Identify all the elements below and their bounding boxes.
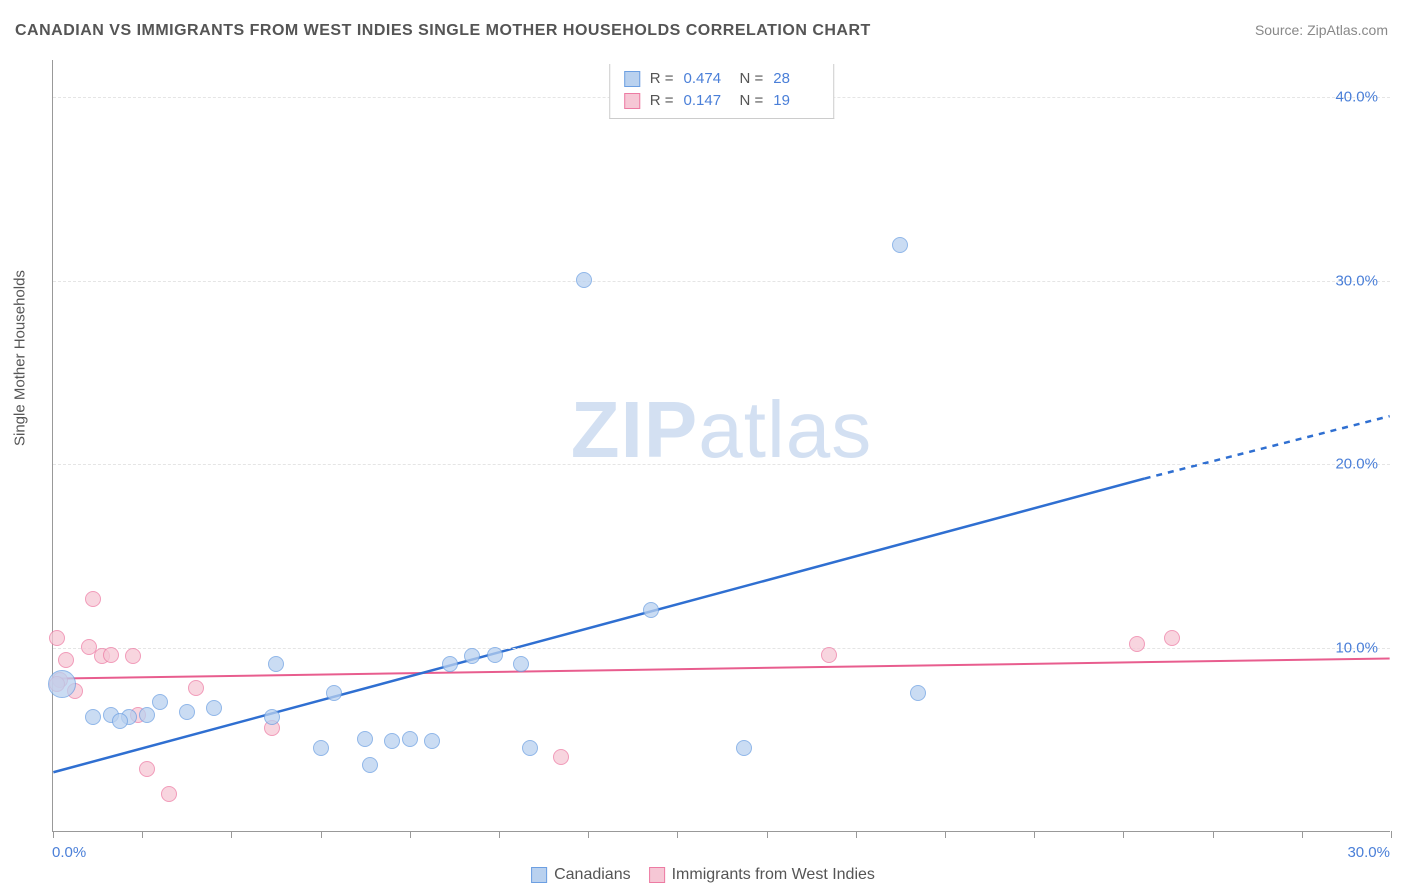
x-tick bbox=[231, 831, 232, 838]
legend-item-immigrants: Immigrants from West Indies bbox=[649, 866, 875, 884]
data-point-canadians bbox=[264, 709, 280, 725]
x-tick bbox=[499, 831, 500, 838]
plot-area: ZIPatlas R = 0.474 N = 28 R = 0.147 N = … bbox=[52, 60, 1390, 832]
data-point-canadians bbox=[643, 602, 659, 618]
x-tick bbox=[410, 831, 411, 838]
x-tick bbox=[1123, 831, 1124, 838]
data-point-immigrants bbox=[58, 652, 74, 668]
x-tick bbox=[1391, 831, 1392, 838]
data-point-canadians bbox=[464, 648, 480, 664]
swatch-canadians-icon bbox=[531, 867, 547, 883]
legend-correlation: R = 0.474 N = 28 R = 0.147 N = 19 bbox=[609, 64, 835, 119]
data-point-canadians bbox=[85, 709, 101, 725]
data-point-immigrants bbox=[125, 648, 141, 664]
n-label: N = bbox=[740, 90, 764, 112]
legend-row-canadians: R = 0.474 N = 28 bbox=[624, 68, 820, 90]
data-point-immigrants bbox=[1164, 630, 1180, 646]
data-point-immigrants bbox=[161, 786, 177, 802]
swatch-canadians-icon bbox=[624, 71, 640, 87]
data-point-canadians bbox=[513, 656, 529, 672]
data-point-canadians bbox=[362, 757, 378, 773]
x-tick bbox=[945, 831, 946, 838]
x-tick bbox=[321, 831, 322, 838]
r-label: R = bbox=[650, 90, 674, 112]
x-tick bbox=[1213, 831, 1214, 838]
data-point-canadians bbox=[313, 740, 329, 756]
data-point-canadians bbox=[487, 647, 503, 663]
trend-line bbox=[53, 479, 1144, 773]
data-point-canadians bbox=[910, 685, 926, 701]
swatch-immigrants-icon bbox=[624, 93, 640, 109]
data-point-canadians bbox=[442, 656, 458, 672]
data-point-immigrants bbox=[1129, 636, 1145, 652]
data-point-immigrants bbox=[821, 647, 837, 663]
data-point-canadians bbox=[206, 700, 222, 716]
data-point-immigrants bbox=[85, 591, 101, 607]
x-tick bbox=[677, 831, 678, 838]
chart-title: CANADIAN VS IMMIGRANTS FROM WEST INDIES … bbox=[15, 22, 871, 40]
trend-lines bbox=[53, 60, 1390, 831]
data-point-canadians bbox=[139, 707, 155, 723]
data-point-canadians bbox=[892, 237, 908, 253]
x-tick bbox=[856, 831, 857, 838]
n-value-canadians: 28 bbox=[773, 68, 819, 90]
legend-row-immigrants: R = 0.147 N = 19 bbox=[624, 90, 820, 112]
legend-label-immigrants: Immigrants from West Indies bbox=[672, 866, 875, 884]
y-tick-label: 30.0% bbox=[1335, 272, 1378, 289]
data-point-canadians bbox=[522, 740, 538, 756]
trend-line bbox=[53, 658, 1389, 678]
data-point-canadians bbox=[179, 704, 195, 720]
data-point-canadians bbox=[424, 733, 440, 749]
data-point-canadians bbox=[736, 740, 752, 756]
r-label: R = bbox=[650, 68, 674, 90]
data-point-canadians bbox=[326, 685, 342, 701]
data-point-canadians bbox=[357, 731, 373, 747]
data-point-canadians bbox=[152, 694, 168, 710]
legend-label-canadians: Canadians bbox=[554, 866, 631, 884]
x-tick bbox=[1302, 831, 1303, 838]
x-tick bbox=[1034, 831, 1035, 838]
n-label: N = bbox=[740, 68, 764, 90]
x-tick bbox=[588, 831, 589, 838]
x-tick bbox=[53, 831, 54, 838]
n-value-immigrants: 19 bbox=[773, 90, 819, 112]
data-point-canadians bbox=[48, 670, 76, 698]
data-point-canadians bbox=[384, 733, 400, 749]
r-value-canadians: 0.474 bbox=[684, 68, 730, 90]
legend-item-canadians: Canadians bbox=[531, 866, 631, 884]
gridline bbox=[53, 281, 1390, 282]
data-point-immigrants bbox=[103, 647, 119, 663]
x-tick bbox=[767, 831, 768, 838]
data-point-immigrants bbox=[553, 749, 569, 765]
data-point-canadians bbox=[402, 731, 418, 747]
data-point-immigrants bbox=[49, 630, 65, 646]
x-tick-label: 30.0% bbox=[1347, 844, 1390, 861]
data-point-immigrants bbox=[139, 761, 155, 777]
r-value-immigrants: 0.147 bbox=[684, 90, 730, 112]
data-point-immigrants bbox=[188, 680, 204, 696]
gridline bbox=[53, 464, 1390, 465]
data-point-canadians bbox=[576, 272, 592, 288]
source-label: Source: ZipAtlas.com bbox=[1255, 22, 1388, 38]
data-point-canadians bbox=[268, 656, 284, 672]
y-tick-label: 40.0% bbox=[1335, 88, 1378, 105]
y-tick-label: 10.0% bbox=[1335, 640, 1378, 657]
gridline bbox=[53, 648, 1390, 649]
swatch-immigrants-icon bbox=[649, 867, 665, 883]
x-tick bbox=[142, 831, 143, 838]
data-point-canadians bbox=[112, 713, 128, 729]
x-tick-label: 0.0% bbox=[52, 844, 86, 861]
y-tick-label: 20.0% bbox=[1335, 456, 1378, 473]
legend-series: Canadians Immigrants from West Indies bbox=[531, 866, 875, 884]
y-axis-label: Single Mother Households bbox=[12, 270, 29, 446]
